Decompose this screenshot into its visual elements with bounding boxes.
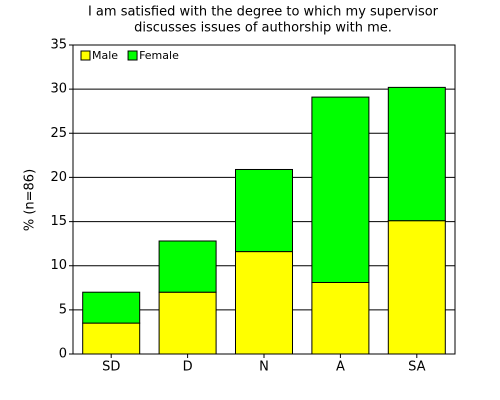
bar-segment bbox=[387, 220, 446, 355]
y-tick-label: 35 bbox=[50, 38, 67, 53]
legend-label: Female bbox=[139, 49, 179, 62]
plot-frame bbox=[72, 44, 456, 355]
x-tick-label: SD bbox=[102, 360, 120, 375]
y-tick-label: 5 bbox=[59, 302, 67, 317]
y-tick-label: 10 bbox=[50, 258, 67, 273]
bar-segment bbox=[235, 168, 293, 253]
y-tick-label: 25 bbox=[50, 126, 67, 141]
chart-title: discusses issues of authorship with me. bbox=[134, 21, 392, 36]
bar-segment bbox=[82, 291, 141, 324]
bar-segment bbox=[235, 251, 293, 355]
x-tick-label: N bbox=[259, 360, 269, 375]
y-axis-label: % (n=86) bbox=[23, 169, 38, 231]
bar-segment bbox=[311, 281, 370, 355]
bar-segment bbox=[311, 96, 370, 283]
legend-swatch bbox=[80, 50, 91, 61]
y-tick-label: 15 bbox=[50, 214, 67, 229]
y-tick-label: 20 bbox=[50, 170, 67, 185]
legend-label: Male bbox=[92, 49, 118, 62]
bar-segment bbox=[158, 240, 217, 293]
y-tick-label: 0 bbox=[59, 347, 67, 362]
legend-swatch bbox=[127, 50, 138, 61]
x-tick-label: A bbox=[336, 360, 345, 375]
bar-segment bbox=[158, 291, 217, 355]
x-tick-label: D bbox=[183, 360, 193, 375]
y-tick-label: 30 bbox=[50, 82, 67, 97]
chart-title: I am satisfied with the degree to which … bbox=[88, 5, 439, 20]
bar-segment bbox=[82, 322, 141, 355]
x-tick-label: SA bbox=[408, 360, 425, 375]
bar-segment bbox=[387, 86, 446, 222]
